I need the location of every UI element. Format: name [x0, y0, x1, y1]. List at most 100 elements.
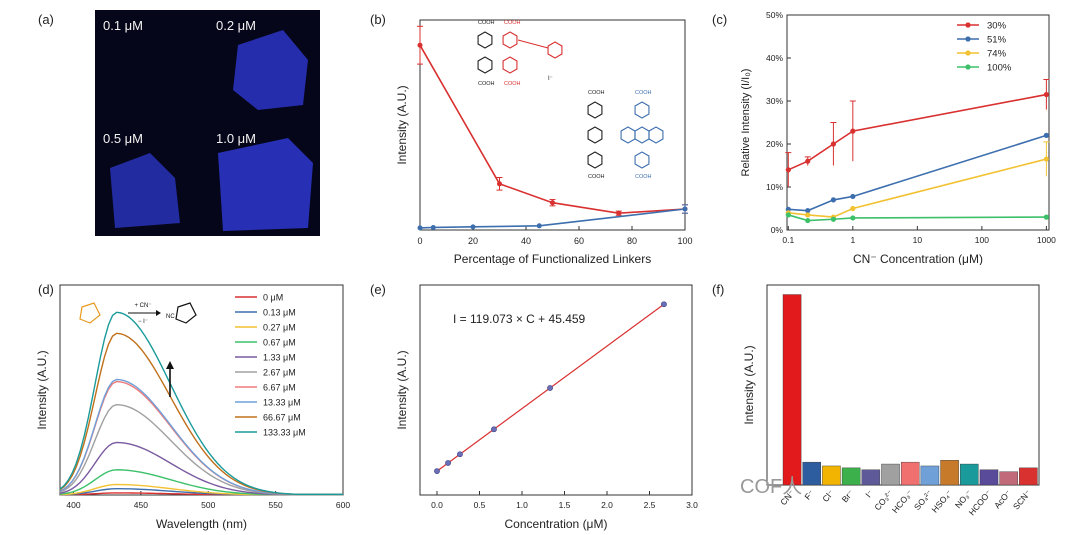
x-tick-label: 80: [627, 236, 637, 246]
x-tick-label: 100: [975, 235, 989, 245]
data-point-3: [805, 217, 811, 224]
bar-9: [960, 463, 979, 486]
data-point-3: [850, 215, 856, 221]
watermark: COF人: [740, 476, 803, 498]
x-tick-label: 40: [521, 236, 531, 246]
bar-6: [900, 461, 920, 486]
data-point-3: [785, 212, 791, 218]
data-point-2: [805, 212, 811, 218]
legend-label: 13.33 μM: [263, 398, 301, 408]
x-tick-label: 0: [417, 236, 422, 246]
x-axis-label: Concentration (μM): [505, 517, 608, 531]
data-point-2: [1043, 156, 1049, 162]
panel-label-d: (d): [38, 282, 54, 297]
cooh-label: COOH: [504, 20, 521, 26]
cooh-label: COOH: [478, 81, 495, 87]
bar-7: [920, 465, 940, 486]
x-tick-label: 0.0: [431, 500, 443, 510]
image-1-0uM: 1.0 μM: [208, 123, 320, 235]
data-point: [661, 301, 667, 308]
category-label: HSO₄⁻: [930, 487, 955, 514]
data-point: [457, 451, 463, 458]
data-point-0: [1043, 91, 1049, 98]
cooh-label: COOH: [635, 174, 652, 180]
x-tick-label: 550: [269, 500, 283, 510]
ring: [587, 126, 603, 144]
ring: [634, 126, 650, 144]
plot-frame: [59, 284, 344, 496]
legend-label: 74%: [987, 49, 1007, 60]
legend-label: 2.67 μM: [263, 368, 296, 378]
y-axis-label: Intensity (A.U.): [742, 345, 756, 424]
data-point-0: [805, 158, 811, 164]
data-point: [445, 460, 451, 466]
ring: [587, 101, 603, 119]
data-point-1: [850, 193, 856, 200]
bar-0: [782, 294, 802, 486]
panel-label-e: (e): [370, 282, 386, 297]
y-tick-label: 40%: [766, 53, 783, 63]
ring: [547, 41, 563, 59]
x-axis-label: CN⁻ Concentration (μM): [853, 252, 983, 265]
plot-frame: [419, 284, 693, 496]
data-point-1: [830, 197, 837, 203]
ring: [477, 31, 493, 49]
x-tick-label: 0.1: [782, 235, 794, 245]
category-label: SCN⁻: [1011, 487, 1033, 511]
data-point-0: [850, 128, 856, 134]
legend-marker: [965, 64, 971, 70]
plot-frame: [766, 284, 1040, 486]
chart-c: 0.1 1 10 100 1000 0% 10% 20% 30% 40% 50% CN⁻ Concen…: [740, 10, 1056, 265]
ring: [648, 126, 664, 144]
x-tick-label: 500: [201, 500, 215, 510]
data-point-2: [850, 205, 856, 212]
x-tick-label: 600: [336, 500, 350, 510]
series-line-1: [788, 134, 1047, 212]
y-tick-label: 30%: [766, 96, 783, 106]
category-label: F⁻: [802, 487, 816, 501]
bar-4: [861, 469, 881, 486]
y-axis-label: Relative Intensity (I/I₀): [740, 69, 752, 177]
reaction-arrowhead: [156, 310, 161, 316]
bar-2: [822, 465, 841, 486]
plot-frame: [419, 19, 686, 231]
x-axis-label: Wavelength (nm): [156, 517, 247, 531]
y-axis-label: Intensity (A.U.): [395, 350, 409, 429]
data-point-1: [1043, 132, 1049, 138]
legend-label: 30%: [987, 21, 1007, 32]
legend-label: 6.67 μM: [263, 383, 296, 393]
data-point-1: [417, 225, 423, 231]
category-label: Cl⁻: [820, 487, 836, 503]
spectrum-9: [59, 311, 343, 496]
data-point-1: [536, 223, 542, 229]
series-line-2: [788, 158, 1047, 218]
reaction-byproduct: − I⁻: [138, 319, 148, 325]
x-tick-label: 20: [468, 236, 478, 246]
x-tick-label: 2.5: [644, 500, 656, 510]
y-tick-label: 50%: [766, 10, 783, 20]
data-point-3: [1043, 214, 1049, 220]
reactant-structure: [79, 302, 101, 324]
data-point-0: [417, 42, 423, 48]
data-point: [434, 468, 440, 475]
category-label: AcO⁻: [992, 487, 1014, 510]
x-tick-label: 1.0: [516, 500, 528, 510]
ring: [634, 151, 650, 169]
data-point-1: [682, 206, 688, 212]
panel-label-f: (f): [712, 282, 725, 297]
chart-f: Intensity (A.U.)CN⁻ F⁻ Cl⁻ Br⁻ I⁻CO₃²⁻HCO₃⁻S…: [742, 284, 1040, 517]
image-0-2uM: 0.2 μM: [208, 10, 320, 122]
plot-frame: [786, 14, 1050, 231]
ring: [634, 101, 650, 119]
x-tick-label: 0.5: [474, 500, 486, 510]
product-nc-label: NC: [166, 314, 175, 320]
data-point-1: [430, 224, 436, 230]
legend-label: 51%: [987, 35, 1007, 46]
data-point-0: [616, 210, 622, 216]
legend-label: 0 μM: [263, 293, 283, 303]
chart-e: 0.0 0.5 1.0 1.5 2.0 2.5 3.0 Concentration (μM) I…: [395, 284, 698, 531]
x-tick-label: 1000: [1037, 235, 1056, 245]
legend-label: 66.67 μM: [263, 413, 301, 423]
panel-label-c: (c): [712, 12, 728, 27]
ring: [502, 31, 518, 49]
